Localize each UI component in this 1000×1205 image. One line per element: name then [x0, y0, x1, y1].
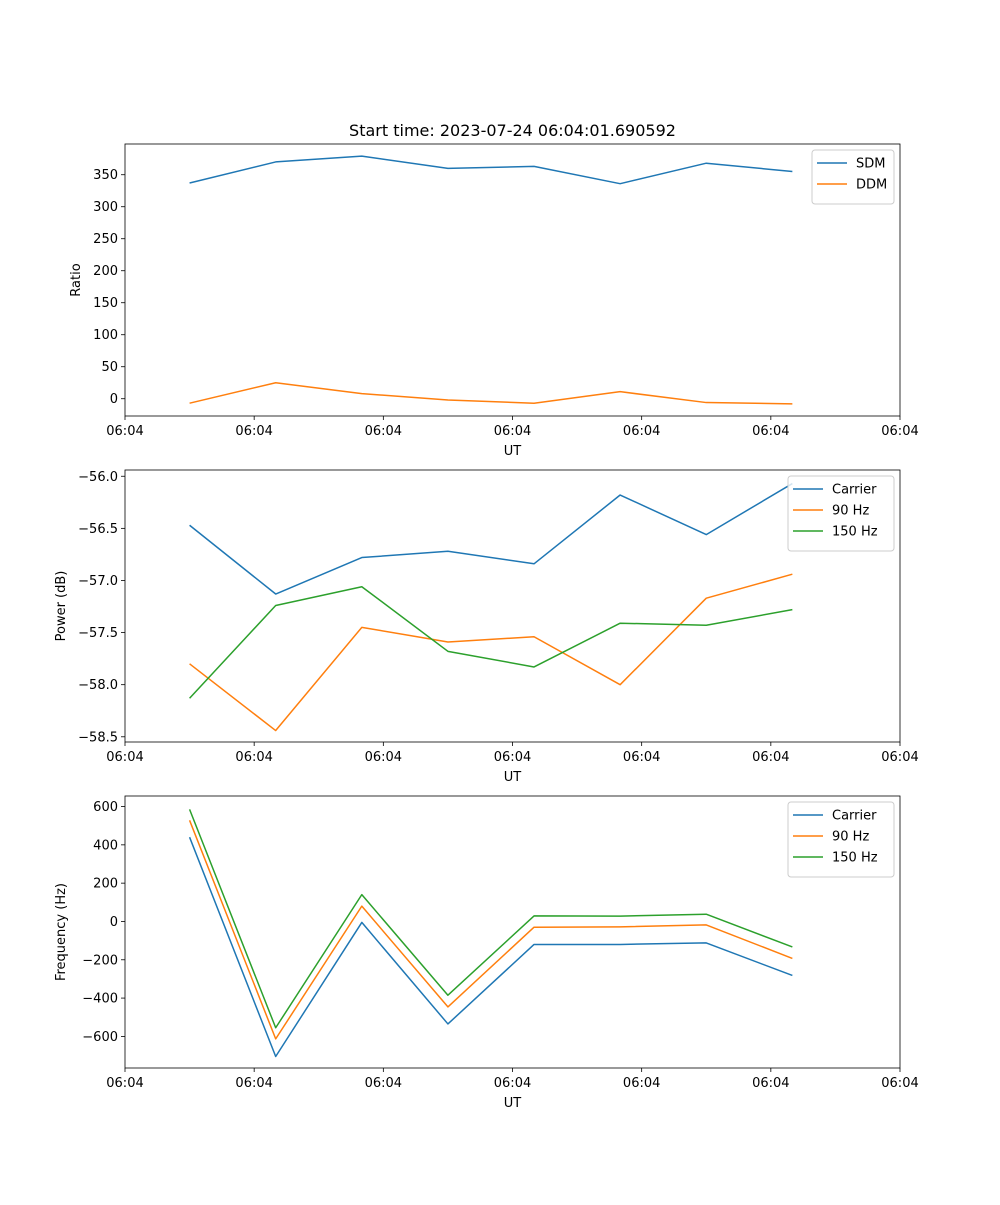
panel-3-xtick-label-4: 06:04	[623, 1076, 660, 1091]
panel-2-xtick-label-0: 06:04	[106, 750, 143, 765]
panel-3-legend: Carrier 90 Hz 150 Hz	[787, 801, 895, 878]
panel-1-legend: SDM DDM	[811, 149, 895, 205]
panel-1-legend-label-ddm: DDM	[856, 178, 887, 193]
panel-2-series-90-hz	[189, 573, 793, 732]
panel-1-ytick-label-3: 150	[93, 296, 118, 311]
panel-3-ytick-label-6: 600	[93, 800, 118, 815]
panel-1-ytick-label-7: 350	[93, 168, 118, 183]
panel-3-legend-label-carrier: Carrier	[832, 809, 877, 824]
panel-2-xtick-label-1: 06:04	[235, 750, 272, 765]
panel-3-legend-label-150-hz: 150 Hz	[832, 851, 878, 866]
panel-3-legend-label-90-hz: 90 Hz	[832, 830, 869, 845]
panel-2-xtick-label-4: 06:04	[623, 750, 660, 765]
panel-2-xtick-label-2: 06:04	[365, 750, 402, 765]
panel-3-ytick-label-2: −200	[82, 953, 118, 968]
panel-1-xtick-label-5: 06:04	[752, 424, 789, 439]
panel-2-legend-box	[787, 475, 895, 552]
panel-1-ytick-label-6: 300	[93, 200, 118, 215]
panel-2-ytick-label-4: −56.5	[78, 522, 118, 537]
panel-3-xtick-label-3: 06:04	[494, 1076, 531, 1091]
panel-1-xtick-label-4: 06:04	[623, 424, 660, 439]
panel-1-ytick-label-5: 250	[93, 232, 118, 247]
panel-2-series-150-hz	[189, 585, 793, 699]
panel-1-xtick-label-0: 06:04	[106, 424, 143, 439]
panel-2-xlabel: UT	[504, 770, 522, 785]
panel-3-xlabel: UT	[504, 1096, 522, 1111]
panel-3-xtick-label-1: 06:04	[235, 1076, 272, 1091]
panel-1-xtick-label-3: 06:04	[494, 424, 531, 439]
panel-1-series-sdm	[189, 155, 793, 185]
panel-2-ytick-label-2: −57.5	[78, 626, 118, 641]
panel-1-ylabel: Ratio	[69, 263, 84, 296]
panel-3-xtick-label-2: 06:04	[365, 1076, 402, 1091]
panel-1-xtick-label-1: 06:04	[235, 424, 272, 439]
panel-2-xtick-label-3: 06:04	[494, 750, 531, 765]
panel-3-ytick-label-3: 0	[110, 915, 118, 930]
panel-3-series-90-hz	[188, 820, 793, 1040]
panel-1-legend-label-sdm: SDM	[856, 157, 885, 172]
panel-3-ytick-label-5: 400	[93, 838, 118, 853]
panel-2-legend-label-150-hz: 150 Hz	[832, 525, 878, 540]
panel-3-ylabel: Frequency (Hz)	[54, 883, 69, 981]
panel-2-legend-label-carrier: Carrier	[832, 483, 877, 498]
panel-1-ytick-label-1: 50	[101, 360, 118, 375]
panel-2-xtick-label-5: 06:04	[752, 750, 789, 765]
panel-2-legend: Carrier 90 Hz 150 Hz	[787, 475, 895, 552]
panel-3-ytick-label-4: 200	[93, 877, 118, 892]
panel-2-xtick-label-6: 06:04	[881, 750, 918, 765]
panel-3-frame	[124, 795, 901, 1069]
panel-2-ytick-label-0: −58.5	[78, 730, 118, 745]
panel-2-ytick-label-3: −57.0	[78, 574, 118, 589]
panel-1: 0 50 100 150 200 250 300 350 06:04 06:04 06:04 06:0…	[69, 143, 919, 459]
panel-2-ytick-label-5: −56.0	[78, 470, 118, 485]
panel-2-frame	[124, 469, 901, 743]
panel-1-ytick-label-2: 100	[93, 328, 118, 343]
panel-1-frame	[124, 143, 901, 417]
panel-1-ytick-label-0: 0	[110, 392, 118, 407]
panel-1-xlabel: UT	[504, 444, 522, 459]
panel-2-legend-label-90-hz: 90 Hz	[832, 504, 869, 519]
panel-3-series-150-hz	[188, 809, 793, 1029]
panel-2: −58.5 −58.0 −57.5 −57.0 −56.5 −56.0 06:04 06:04…	[54, 469, 919, 785]
panel-1-series-ddm	[189, 381, 793, 405]
panel-3-xtick-label-0: 06:04	[106, 1076, 143, 1091]
panel-1-ytick-label-4: 200	[93, 264, 118, 279]
panel-3-xtick-label-5: 06:04	[752, 1076, 789, 1091]
panel-3-xtick-label-6: 06:04	[881, 1076, 918, 1091]
panel-2-series-carrier	[189, 482, 793, 595]
panel-3-legend-box	[787, 801, 895, 878]
panel-2-ylabel: Power (dB)	[54, 571, 69, 642]
chart-title: Start time: 2023-07-24 06:04:01.690592	[349, 121, 676, 140]
panel-1-xtick-label-6: 06:04	[881, 424, 918, 439]
panel-3-ytick-label-0: −600	[82, 1030, 118, 1045]
panel-3: −600 −400 −200 0 200 400 600 06:04 06:04 06:04 06:…	[54, 795, 919, 1111]
panel-3-series-carrier	[188, 836, 793, 1058]
panel-3-ytick-label-1: −400	[82, 992, 118, 1007]
panel-1-xtick-label-2: 06:04	[365, 424, 402, 439]
panel-2-ytick-label-1: −58.0	[78, 678, 118, 693]
